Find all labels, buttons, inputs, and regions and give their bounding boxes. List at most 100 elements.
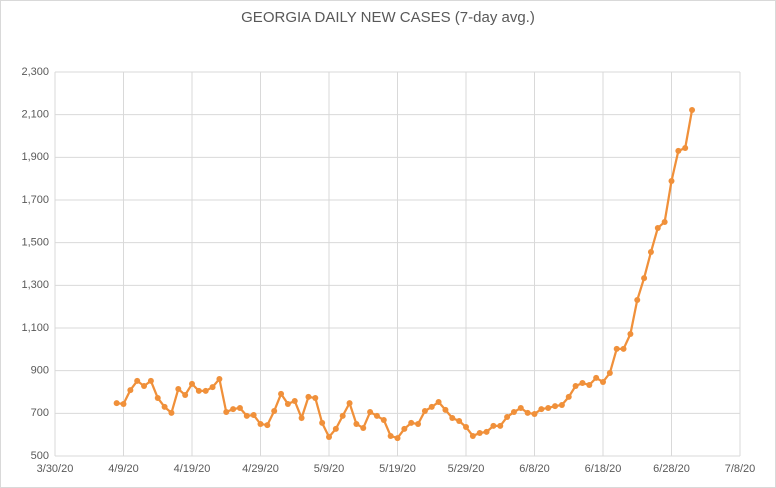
data-point [428,403,435,410]
data-point [346,400,353,407]
data-point [223,409,230,416]
data-point [373,412,380,419]
data-point [353,421,360,427]
data-point [360,425,367,432]
data-point [600,378,606,385]
data-point [421,407,428,414]
data-point [538,406,545,413]
x-tick-label: 5/9/20 [314,463,345,475]
data-point [572,383,579,390]
data-point [134,377,141,384]
chart-title: GEORGIA DAILY NEW CASES (7-day avg.) [241,9,535,26]
data-point [236,405,243,411]
data-point [120,400,127,407]
data-point [113,400,120,407]
data-point [147,377,154,384]
y-tick-label: 1,300 [21,279,49,291]
data-point [168,409,175,416]
data-point [456,418,463,425]
data-point [202,387,209,394]
data-point [415,421,422,427]
data-point [647,249,654,256]
data-point [689,106,696,113]
x-tick-label: 3/30/20 [37,463,74,475]
data-point [195,387,202,394]
data-point [209,384,216,391]
data-point [339,412,346,419]
data-point [312,394,319,401]
data-point [435,399,442,406]
data-point [380,416,387,423]
data-point [675,147,682,154]
data-point [305,393,312,400]
data-point [442,406,449,413]
data-point [483,428,490,435]
data-point [531,410,538,417]
data-point [298,415,305,422]
data-point [634,297,641,304]
data-point [606,370,613,377]
data-point [613,345,620,352]
data-point [264,422,271,429]
x-tick-label: 5/19/20 [379,463,416,475]
data-point [291,397,298,404]
data-point [579,380,586,387]
data-point [476,429,483,436]
y-tick-label: 2,300 [21,66,49,78]
y-tick-label: 700 [31,407,49,419]
data-point [387,432,394,439]
data-point [627,330,634,337]
data-point [497,422,504,429]
data-point [326,434,332,441]
data-point [661,218,668,225]
y-tick-label: 1,700 [21,194,49,206]
data-point [216,375,223,382]
x-tick-label: 6/28/20 [653,463,690,475]
data-point [565,393,572,400]
data-point [175,386,182,393]
x-tick-label: 7/8/20 [725,463,756,475]
data-point [463,423,469,430]
data-point [257,421,264,427]
data-point [552,403,559,410]
data-point [161,403,168,410]
data-point [189,380,195,387]
x-tick-label: 6/8/20 [519,463,550,475]
y-tick-label: 1,100 [21,322,49,334]
data-point [654,224,661,231]
data-point [319,419,326,426]
x-tick-label: 4/29/20 [242,463,279,475]
y-tick-label: 1,900 [21,151,49,163]
x-tick-label: 5/29/20 [448,463,485,475]
data-point [127,387,134,394]
data-point [408,419,415,426]
data-point [593,374,600,381]
data-point [641,275,648,282]
data-point [284,400,291,407]
data-point [682,144,689,151]
x-tick-label: 4/9/20 [108,463,139,475]
data-point [558,402,565,409]
data-point [367,409,374,416]
data-point [469,432,476,439]
data-point [449,415,456,422]
data-point [278,390,285,397]
data-point [524,409,531,416]
data-point [243,412,250,419]
data-point [230,406,237,413]
y-tick-label: 2,100 [21,109,49,121]
data-point [517,405,524,411]
x-tick-label: 6/18/20 [585,463,622,475]
x-tick-label: 4/19/20 [174,463,211,475]
data-point [545,405,552,411]
data-point [401,425,408,432]
data-point [510,409,517,416]
data-point [141,383,148,390]
data-point [271,407,278,414]
y-tick-label: 900 [31,365,49,377]
y-tick-label: 1,500 [21,237,49,249]
y-tick-label: 500 [31,450,49,462]
